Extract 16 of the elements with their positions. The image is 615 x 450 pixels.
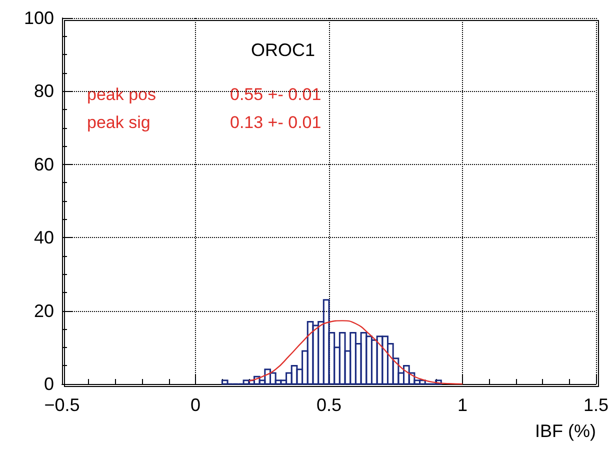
- y-tick-label: 80: [34, 81, 54, 102]
- x-tick-label: −0.5: [44, 395, 80, 415]
- y-tick-label: 20: [34, 300, 54, 321]
- y-tick-label: 100: [24, 8, 54, 28]
- y-tick-label: 40: [34, 228, 54, 248]
- x-tick-label: 1.5: [583, 395, 609, 415]
- annotation: peak sig: [87, 113, 150, 132]
- y-tick-label: 60: [34, 154, 54, 174]
- text: OROC1: [251, 40, 316, 60]
- x-tick-label: 0.5: [316, 395, 342, 415]
- annotation: 0.13 +- 0.01: [230, 113, 322, 132]
- x-axis-title: IBF (%): [535, 421, 596, 441]
- annotation: 0.55 +- 0.01: [230, 85, 322, 104]
- x-tick-label: 0: [190, 395, 201, 415]
- x-tick-label: 1: [457, 395, 468, 415]
- y-tick-label: 0: [44, 374, 54, 394]
